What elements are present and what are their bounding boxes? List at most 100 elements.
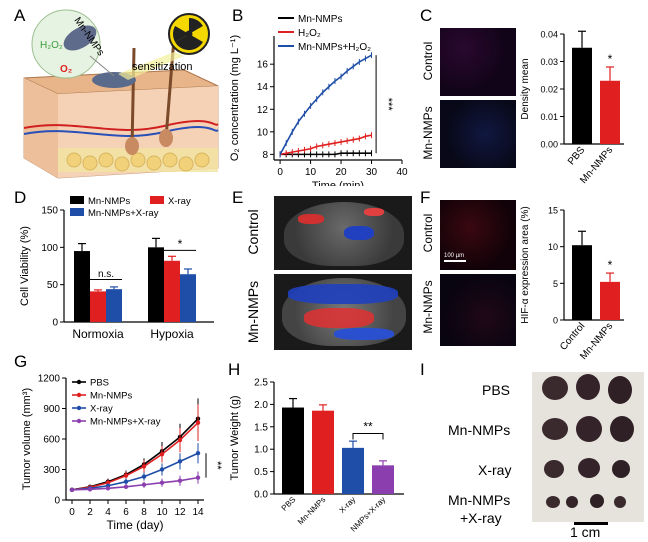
panel-b-o2-chart: 8 10 12 14 16 O₂ concentration (mg L⁻¹) 0 10 20 3… xyxy=(230,14,408,186)
y-tick-label: 900 xyxy=(43,404,60,415)
y-tick-label: 50 xyxy=(47,280,59,291)
data-point xyxy=(141,482,147,487)
significance-label: ** xyxy=(363,420,373,434)
significance-label: *** xyxy=(382,98,394,112)
y-tick-label: 1.5 xyxy=(254,422,268,433)
y-axis-label: Tumor volume (mm³) xyxy=(21,388,33,490)
panel-h-tumor-weight-chart: 0.0 0.5 1.0 1.5 2.0 2.5 Tumor Weight (g) PBSMn-… xyxy=(229,378,404,534)
x-tick-label: 0 xyxy=(69,507,75,518)
significance-bracket xyxy=(352,433,384,440)
legend-label: X-ray xyxy=(90,404,113,415)
panel-f-control-image: 100 µm xyxy=(440,200,516,270)
significance-label: n.s. xyxy=(98,269,114,280)
bar xyxy=(312,410,334,494)
x-tick-label: Mn-NMPs xyxy=(296,495,328,527)
bar xyxy=(148,247,164,322)
data-point xyxy=(87,487,93,492)
series-line xyxy=(71,452,199,491)
bar xyxy=(282,407,304,494)
panel-a-h2o2-label: H₂O₂ xyxy=(40,40,63,51)
legend-label: PBS xyxy=(90,378,109,389)
panel-i-label-xray: X-ray xyxy=(478,462,512,478)
y-tick-label: 2.0 xyxy=(254,400,268,411)
panel-f-images: 100 µm Control Mn-NMPs xyxy=(420,200,516,346)
significance-label: * xyxy=(608,52,613,66)
y-axis-label: O₂ concentration (mg L⁻¹) xyxy=(230,35,241,161)
tumor-combo-3 xyxy=(590,494,604,508)
panel-a-schematic: Mn-NMPs H₂O₂ O₂ sensitization xyxy=(23,9,219,179)
panel-i-scale-bar xyxy=(574,522,608,525)
panel-label-g: G xyxy=(14,352,28,371)
series-line xyxy=(279,134,372,156)
y-axis-label: Density mean xyxy=(520,58,531,119)
series-line xyxy=(280,152,372,156)
panel-e-control-image xyxy=(274,196,412,270)
series-line xyxy=(71,422,199,491)
data-point xyxy=(123,484,129,489)
legend-label: Mn-NMPs xyxy=(298,14,342,25)
y-tick-label: 14 xyxy=(257,82,269,93)
legend-swatch xyxy=(70,208,84,216)
panel-label-a: A xyxy=(14,6,26,25)
tumor-xray-2 xyxy=(578,458,600,478)
panel-e-images: Control Mn-NMPs xyxy=(234,196,414,352)
data-point xyxy=(123,473,129,478)
y-tick-label: 0.0 xyxy=(254,490,268,501)
panel-d-viability-chart: 0 50 100 150 Cell Viability (%) Normoxia Hypox… xyxy=(19,196,214,341)
legend-label: Mn-NMPs+X-ray xyxy=(88,208,159,219)
data-point xyxy=(195,475,201,480)
panel-f-row-label-mn: Mn-NMPs xyxy=(421,280,435,334)
legend-marker xyxy=(76,418,82,424)
panel-i-label-combo-2: +X-ray xyxy=(460,510,502,526)
data-point xyxy=(141,464,147,469)
y-tick-label: 1.0 xyxy=(254,445,268,456)
tumor-pbs-1 xyxy=(542,376,568,400)
panel-label-d: D xyxy=(14,188,27,207)
data-point xyxy=(123,479,129,484)
y-tick-label: 100 xyxy=(41,243,58,254)
bar xyxy=(164,260,180,322)
x-axis-label: Time (day) xyxy=(107,518,164,532)
panel-c-mn-image xyxy=(440,100,516,168)
data-point xyxy=(177,459,183,464)
tumor-xray-1 xyxy=(544,460,564,478)
panel-i-label-mn: Mn-NMPs xyxy=(448,422,511,438)
x-tick-label: X-ray xyxy=(338,495,358,515)
legend-label: Mn-NMPs+H₂O₂ xyxy=(298,42,371,53)
data-point xyxy=(195,420,201,425)
legend-marker xyxy=(76,405,82,411)
x-tick-label: 30 xyxy=(366,167,378,178)
tumor-pbs-2 xyxy=(576,374,600,400)
data-point xyxy=(105,480,111,485)
significance-label: ** xyxy=(211,461,223,470)
y-tick-label: 0 xyxy=(553,316,558,326)
bar xyxy=(572,47,592,144)
series-line xyxy=(279,54,372,155)
x-tick-label: 2 xyxy=(87,507,93,518)
panel-a-sensitization-label: sensitization xyxy=(132,61,193,73)
panel-e-mn-image xyxy=(274,274,412,350)
y-tick-label: 150 xyxy=(41,206,58,217)
y-tick-label: 10 xyxy=(257,127,269,138)
panel-g-tumor-volume-chart: 0 300 600 900 1200 Tumor volume (mm³) 0 2 4 6 8 10 1… xyxy=(21,374,223,533)
bar xyxy=(90,291,106,322)
bar xyxy=(372,465,394,494)
x-tick-label: 20 xyxy=(335,167,347,178)
x-tick-label: Hypoxia xyxy=(150,327,194,341)
panel-a-o2-label: O₂ xyxy=(60,64,72,75)
panel-f-scale-bar xyxy=(444,260,466,262)
legend-label: Mn-NMPs xyxy=(88,196,130,207)
legend-label: H₂O₂ xyxy=(298,28,321,39)
panel-label-i: I xyxy=(420,360,425,379)
bar xyxy=(600,281,620,320)
y-axis-label: Cell Viability (%) xyxy=(19,226,31,306)
panel-i-scale-label: 1 cm xyxy=(570,524,601,540)
panel-i-label-pbs: PBS xyxy=(482,382,511,398)
data-point xyxy=(159,480,165,485)
panel-e-row-label-mn: Mn-NMPs xyxy=(245,280,261,344)
x-tick-label: Normoxia xyxy=(72,327,124,341)
data-point xyxy=(195,451,201,456)
x-tick-label: 40 xyxy=(396,167,408,178)
tumor-pbs-3 xyxy=(608,376,632,404)
